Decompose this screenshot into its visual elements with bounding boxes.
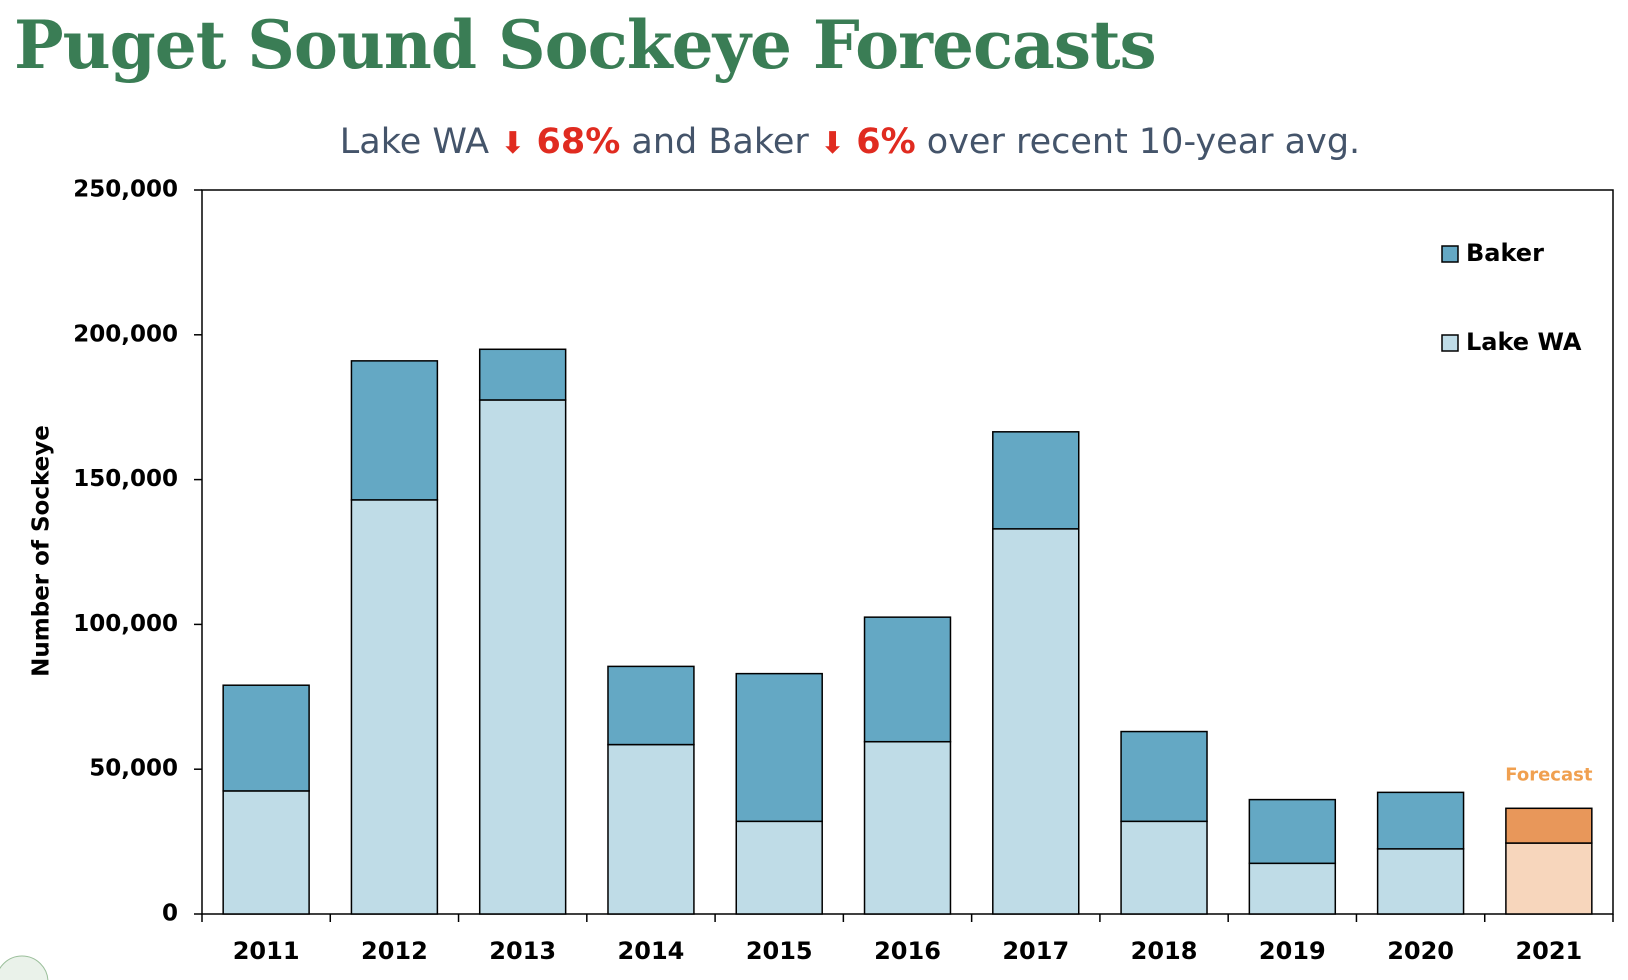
- x-tick-label: 2020: [1387, 937, 1454, 965]
- legend-label: Lake WA: [1466, 328, 1582, 356]
- legend-swatch: [1441, 245, 1459, 263]
- x-tick-label: 2021: [1515, 937, 1582, 965]
- legend-swatch: [1441, 334, 1459, 352]
- bar-segment: [1376, 848, 1465, 915]
- y-tick-label: 50,000: [89, 756, 178, 782]
- x-tick-label: 2014: [618, 937, 685, 965]
- bar-segment: [863, 616, 952, 743]
- bar-segment: [863, 740, 952, 915]
- bar-segment: [735, 672, 823, 823]
- bar-segment: [992, 528, 1080, 915]
- bar-segment: [735, 820, 823, 915]
- bar-segment: [222, 790, 310, 915]
- down-arrow: ⬇: [819, 126, 846, 161]
- x-tick-label: 2013: [489, 937, 556, 965]
- x-tick-label: 2016: [874, 937, 941, 965]
- forecast-label: Forecast: [1505, 764, 1593, 785]
- bar-segment: [607, 665, 695, 746]
- x-tick-label: 2011: [233, 937, 300, 965]
- bar-segment: [478, 348, 567, 401]
- chart-title: Puget Sound Sockeye Forecasts: [14, 6, 1157, 84]
- down-arrow: ⬇: [500, 126, 526, 161]
- subtitle-text: and Baker: [631, 122, 809, 162]
- bar-segment: [1120, 820, 1208, 915]
- x-tick-label: 2019: [1259, 937, 1326, 965]
- y-tick-label: 150,000: [73, 466, 178, 492]
- bar-segment: [1248, 862, 1337, 915]
- bar-segment: [1505, 842, 1593, 915]
- logo: [0, 955, 49, 980]
- subtitle-percent: 68%: [536, 122, 621, 162]
- bar-segment: [478, 399, 567, 915]
- subtitle: Lake WA ⬇ 68% and Baker ⬇ 6% over recent…: [0, 122, 1628, 162]
- subtitle-text: over recent 10-year avg.: [926, 122, 1361, 162]
- x-tick-label: 2018: [1131, 937, 1198, 965]
- y-tick-label: 100,000: [73, 611, 178, 637]
- x-tick-label: 2017: [1002, 937, 1069, 965]
- bar-segment: [992, 431, 1080, 530]
- bar-segment: [350, 499, 439, 915]
- bar-segment: [607, 743, 695, 915]
- bar-segment: [1376, 791, 1465, 850]
- legend-label: Baker: [1466, 239, 1544, 267]
- y-tick-label: 200,000: [73, 321, 178, 347]
- x-tick-label: 2015: [746, 937, 813, 965]
- bar-segment: [222, 684, 310, 792]
- y-axis-label: Number of Sockeye: [29, 425, 55, 677]
- bar-segment: [1505, 807, 1593, 844]
- subtitle-percent: 6%: [856, 122, 916, 162]
- bar-segment: [350, 360, 439, 501]
- bar-segment: [1248, 798, 1337, 865]
- subtitle-text: Lake WA: [339, 122, 490, 162]
- y-tick-label: 250,000: [73, 177, 178, 203]
- bar-segment: [1120, 730, 1208, 823]
- y-tick-label: 0: [162, 901, 178, 927]
- x-tick-label: 2012: [361, 937, 428, 965]
